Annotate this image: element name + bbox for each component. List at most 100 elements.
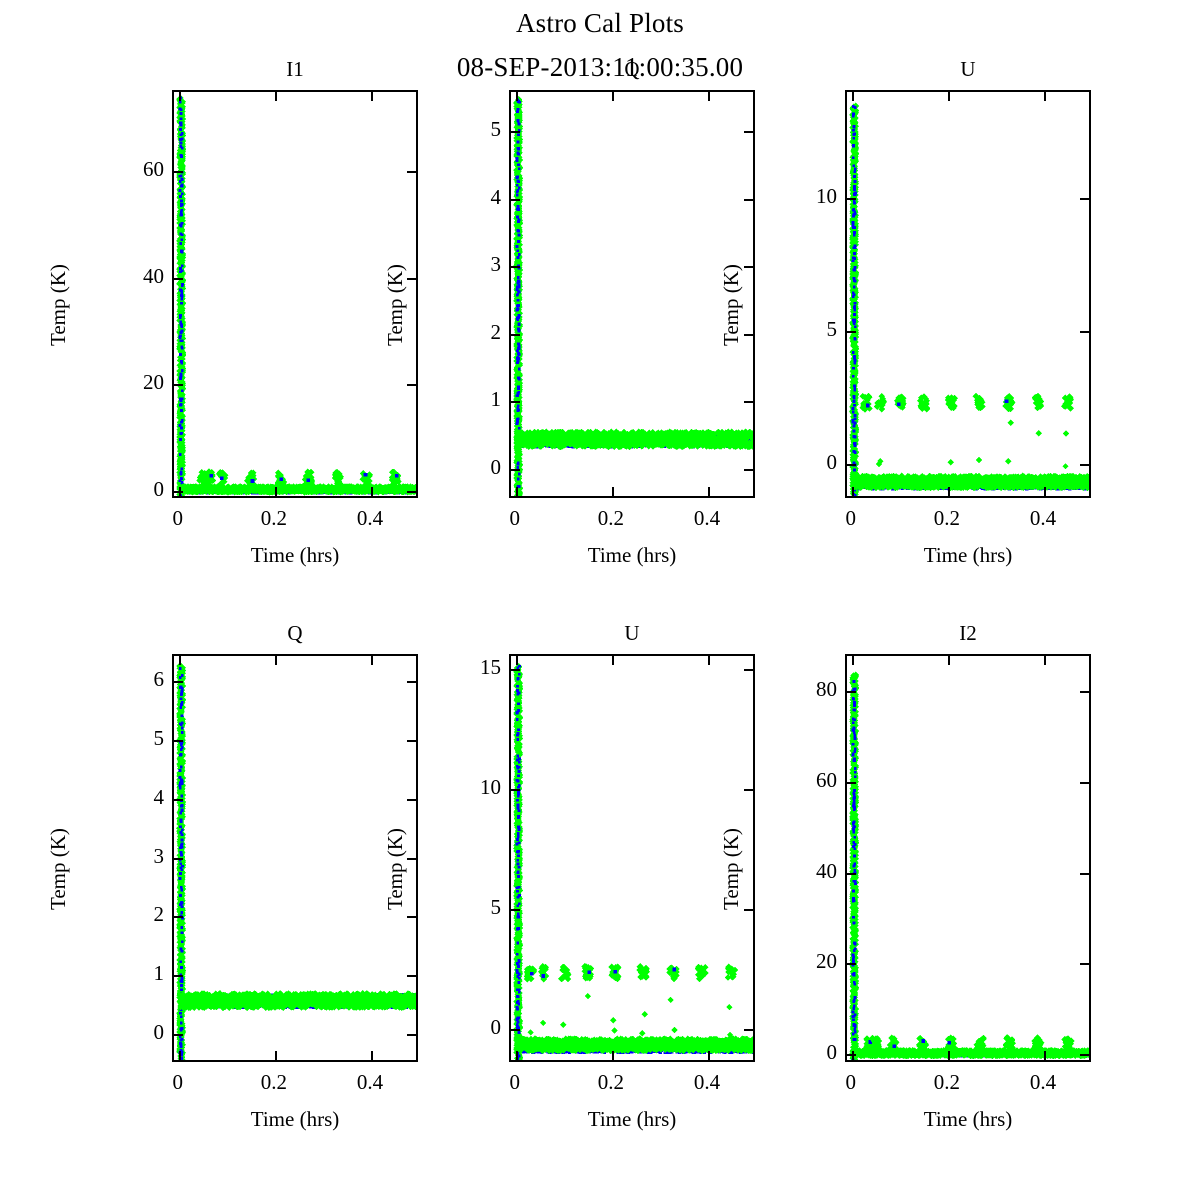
y-tick <box>174 384 183 387</box>
x-tick-label: 0.2 <box>571 1070 651 1095</box>
panel-title: Q <box>172 621 418 646</box>
x-tick <box>707 92 710 101</box>
x-axis-label: Time (hrs) <box>845 543 1091 568</box>
y-tick <box>407 681 416 684</box>
y-tick <box>174 974 183 977</box>
data-layer <box>847 92 1089 496</box>
x-tick-label: 0 <box>138 506 218 531</box>
y-tick-label: 60 <box>759 768 837 793</box>
y-tick-label: 4 <box>86 785 165 810</box>
y-tick-label: 20 <box>759 949 837 974</box>
y-tick <box>847 963 856 966</box>
y-tick <box>744 789 753 792</box>
panel-title: I2 <box>845 621 1091 646</box>
x-tick <box>947 487 950 496</box>
y-tick-label: 0 <box>86 1020 165 1045</box>
y-tick <box>174 171 183 173</box>
y-tick-label: 15 <box>423 655 501 680</box>
y-tick <box>511 909 520 912</box>
plot-area[interactable] <box>845 654 1091 1062</box>
x-tick <box>370 1051 373 1060</box>
x-axis-label: Time (hrs) <box>845 1107 1091 1132</box>
x-tick-label: 0.4 <box>330 1070 410 1095</box>
y-tick-label: 1 <box>86 961 165 986</box>
x-tick <box>1043 1051 1046 1060</box>
y-tick <box>174 740 183 743</box>
x-tick <box>370 656 373 665</box>
y-tick <box>847 331 856 333</box>
y-tick <box>1080 464 1089 467</box>
y-tick <box>174 1033 183 1036</box>
panel-3: Q 0 0.2 0.4 0 1 2 3 4 5 6 Time (hrs) Temp (K) <box>46 621 418 1131</box>
x-tick <box>178 656 181 665</box>
data-layer <box>511 92 753 496</box>
plot-area[interactable] <box>509 90 755 498</box>
x-axis-label: Time (hrs) <box>509 1107 755 1132</box>
plot-area[interactable] <box>845 90 1091 498</box>
plot-area[interactable] <box>172 654 418 1062</box>
y-tick <box>1080 963 1089 966</box>
y-axis-label: Temp (K) <box>46 264 71 346</box>
y-tick <box>847 872 856 875</box>
data-layer <box>174 656 416 1060</box>
y-tick-label: 10 <box>759 184 837 209</box>
x-tick <box>611 487 614 496</box>
y-tick <box>744 266 753 269</box>
x-tick <box>611 1051 614 1060</box>
x-tick <box>707 656 710 665</box>
y-tick <box>407 171 416 173</box>
y-tick <box>744 198 753 201</box>
x-tick <box>947 92 950 101</box>
y-tick <box>847 1053 856 1056</box>
x-tick-label: 0.2 <box>234 506 314 531</box>
y-tick <box>174 798 183 801</box>
x-axis-label: Time (hrs) <box>172 543 418 568</box>
x-axis-label: Time (hrs) <box>172 1107 418 1132</box>
x-tick-label: 0 <box>811 506 891 531</box>
figure-subtitle: 08-SEP-2013:11:00:35.00 <box>0 52 1200 83</box>
x-tick <box>515 1051 518 1060</box>
panel-title: U <box>509 621 755 646</box>
y-tick <box>407 857 416 860</box>
x-tick <box>274 92 277 101</box>
plot-area[interactable] <box>172 90 418 498</box>
y-tick <box>744 131 753 134</box>
y-tick <box>1080 331 1089 333</box>
y-tick-label: 80 <box>759 677 837 702</box>
y-tick <box>1080 1053 1089 1056</box>
y-tick-label: 0 <box>86 477 165 502</box>
panel-title: U <box>845 57 1091 82</box>
y-tick <box>744 401 753 404</box>
x-tick-label: 0.4 <box>1003 506 1083 531</box>
y-tick <box>744 333 753 336</box>
y-tick-label: 5 <box>423 117 502 142</box>
y-tick <box>511 131 520 134</box>
y-tick-label: 0 <box>423 455 502 480</box>
y-tick <box>511 669 520 672</box>
y-tick <box>1080 691 1089 694</box>
panel-2: U 0 0.2 0.4 0 5 10 Time (hrs) Temp (K) <box>719 57 1091 567</box>
y-tick <box>511 333 520 336</box>
plot-area[interactable] <box>509 654 755 1062</box>
x-tick-label: 0.4 <box>330 506 410 531</box>
y-tick <box>174 491 183 493</box>
y-tick <box>511 266 520 269</box>
panel-5: I2 0 0.2 0.4 0 20 40 60 80 Time (hrs) Temp (K) <box>719 621 1091 1131</box>
x-tick <box>851 656 854 665</box>
x-tick-label: 0 <box>475 1070 555 1095</box>
x-tick-label: 0.2 <box>571 506 651 531</box>
y-tick <box>174 916 183 919</box>
x-tick-label: 0.2 <box>907 1070 987 1095</box>
y-tick <box>1080 781 1089 784</box>
x-tick <box>707 1051 710 1060</box>
x-tick <box>707 487 710 496</box>
x-tick <box>515 656 518 665</box>
y-axis-label: Temp (K) <box>719 828 744 910</box>
x-tick <box>370 92 373 101</box>
x-tick <box>515 92 518 101</box>
y-tick-label: 2 <box>86 902 165 927</box>
panel-0: I1 0 0.2 0.4 0 20 40 60 Time (hrs) Temp (K) <box>46 57 418 567</box>
y-tick <box>174 857 183 860</box>
y-tick-label: 0 <box>423 1015 502 1040</box>
y-tick <box>847 464 856 467</box>
